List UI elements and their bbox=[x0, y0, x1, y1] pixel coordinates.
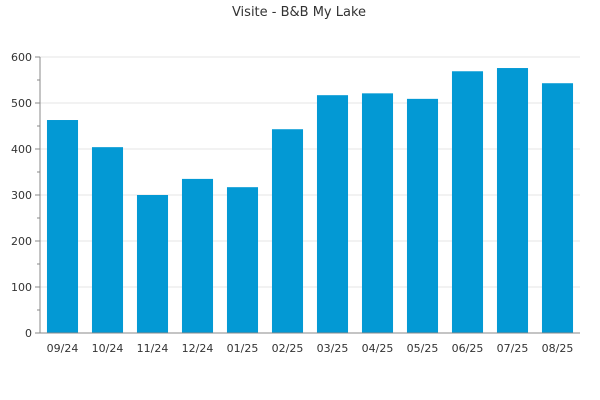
bar-10-24 bbox=[91, 147, 124, 333]
bar-01-25 bbox=[226, 187, 259, 333]
x-tick-label: 04/25 bbox=[362, 342, 394, 355]
x-tick-label: 02/25 bbox=[272, 342, 304, 355]
y-axis-ticks: 0 100 200 300 400 500 600 bbox=[11, 51, 40, 340]
bar-12-24 bbox=[181, 178, 214, 333]
x-tick-label: 01/25 bbox=[227, 342, 259, 355]
y-tick-label: 500 bbox=[11, 97, 32, 110]
x-axis-ticks: 09/24 10/24 11/24 12/24 01/25 02/25 03/25 04/25… bbox=[47, 342, 574, 355]
x-tick-label: 03/25 bbox=[317, 342, 349, 355]
x-tick-label: 06/25 bbox=[452, 342, 484, 355]
y-tick-label: 400 bbox=[11, 143, 32, 156]
x-tick-label: 10/24 bbox=[92, 342, 124, 355]
bar-04-25 bbox=[361, 93, 394, 333]
bar-11-24 bbox=[136, 195, 169, 333]
bar-09-24 bbox=[46, 120, 79, 334]
x-tick-label: 07/25 bbox=[497, 342, 529, 355]
bar-02-25 bbox=[271, 129, 304, 333]
y-tick-label: 100 bbox=[11, 281, 32, 294]
y-tick-label: 600 bbox=[11, 51, 32, 64]
x-tick-label: 08/25 bbox=[542, 342, 574, 355]
bar-08-25 bbox=[541, 83, 574, 333]
x-tick-label: 09/24 bbox=[47, 342, 79, 355]
x-tick-label: 05/25 bbox=[407, 342, 439, 355]
bar-03-25 bbox=[316, 95, 349, 334]
x-tick-label: 11/24 bbox=[137, 342, 169, 355]
chart-title: Visite - B&B My Lake bbox=[232, 5, 366, 20]
x-tick-label: 12/24 bbox=[182, 342, 214, 355]
bar-07-25 bbox=[496, 68, 529, 333]
bar-05-25 bbox=[406, 98, 439, 333]
bars bbox=[46, 68, 574, 334]
y-tick-label: 300 bbox=[11, 189, 32, 202]
y-tick-label: 200 bbox=[11, 235, 32, 248]
bar-06-25 bbox=[451, 71, 484, 333]
gridlines bbox=[40, 56, 580, 288]
y-tick-label: 0 bbox=[25, 327, 32, 340]
